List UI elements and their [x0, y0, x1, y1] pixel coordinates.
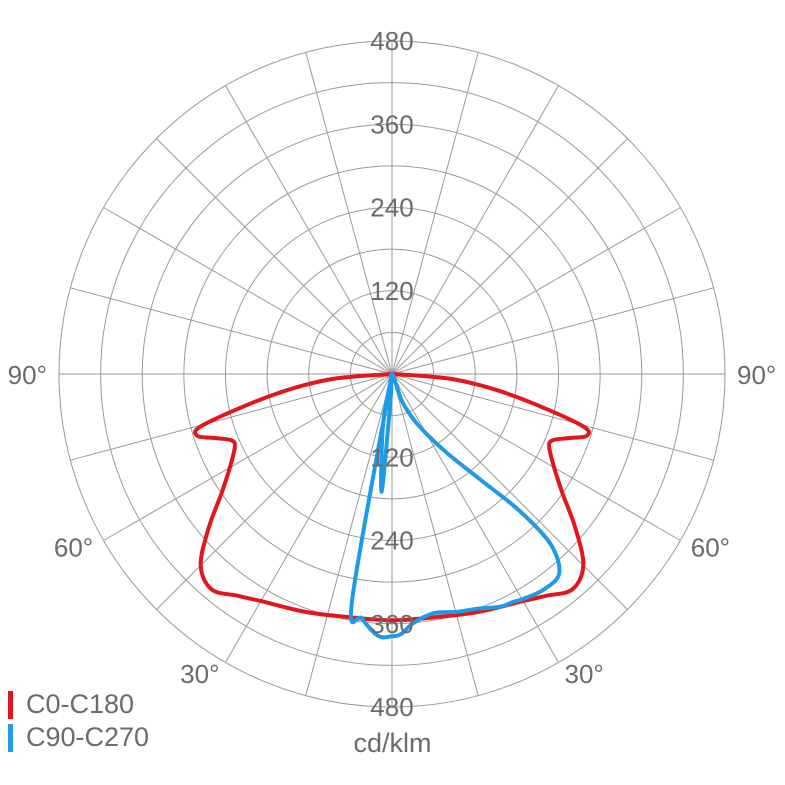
- radial-tick-label-lower-360: 360: [370, 609, 413, 639]
- radial-tick-label-upper-480: 480: [370, 26, 413, 56]
- grid-spoke-225: [156, 373, 393, 610]
- grid-spoke-330: [225, 85, 393, 375]
- series-curve-c90-c270: [348, 372, 562, 640]
- radial-tick-label-lower-120: 120: [370, 442, 413, 472]
- grid-spoke-75: [391, 287, 714, 375]
- grid-spoke-15: [391, 52, 479, 375]
- polar-grid: [58, 40, 726, 708]
- angle-label-right-90: 90°: [737, 360, 776, 390]
- grid-spoke-315: [156, 138, 393, 375]
- legend-label-c90-c270: C90-C270: [26, 722, 150, 752]
- angle-label-left-60: 60°: [54, 533, 93, 563]
- axis-labels: 120 120 240 240 360 360 480 480 90° 90° 60° 60° 30° 3…: [8, 26, 777, 722]
- grid-spoke-165: [391, 373, 479, 696]
- radial-tick-label-lower-480: 480: [370, 692, 413, 722]
- grid-spoke-300: [103, 207, 393, 375]
- grid-spoke-60: [391, 207, 681, 375]
- grid-spoke-135: [391, 373, 628, 610]
- legend-swatch-c90-c270: [8, 723, 13, 752]
- grid-spoke-150: [391, 373, 559, 663]
- grid-spoke-120: [391, 373, 681, 541]
- series-curves: [193, 372, 591, 640]
- legend-swatch-c0-c180: [8, 690, 13, 719]
- grid-spoke-345: [305, 52, 393, 375]
- radial-tick-label-upper-240: 240: [370, 193, 413, 223]
- angle-label-right-60: 60°: [691, 533, 730, 563]
- grid-spoke-285: [70, 287, 393, 375]
- grid-spoke-45: [391, 138, 628, 375]
- grid-spoke-105: [391, 373, 714, 461]
- series-curve-c0-c180: [193, 372, 591, 623]
- grid-spoke-195: [305, 373, 393, 696]
- angle-label-left-90: 90°: [8, 360, 47, 390]
- grid-spoke-240: [103, 373, 393, 541]
- legend-label-c0-c180: C0-C180: [26, 689, 135, 719]
- legend-item-c90-c270: C90-C270: [8, 721, 149, 754]
- radial-tick-label-lower-240: 240: [370, 526, 413, 556]
- grid-spoke-255: [70, 373, 393, 461]
- angle-label-left-30: 30°: [180, 659, 219, 689]
- grid-spoke-210: [225, 373, 393, 663]
- legend: C0-C180 C90-C270: [8, 688, 149, 754]
- angle-label-right-30: 30°: [565, 659, 604, 689]
- legend-item-c0-c180: C0-C180: [8, 688, 149, 721]
- radial-tick-label-upper-120: 120: [370, 276, 413, 306]
- unit-label: cd/klm: [353, 728, 432, 758]
- grid-spoke-30: [391, 85, 559, 375]
- radial-tick-label-upper-360: 360: [370, 109, 413, 139]
